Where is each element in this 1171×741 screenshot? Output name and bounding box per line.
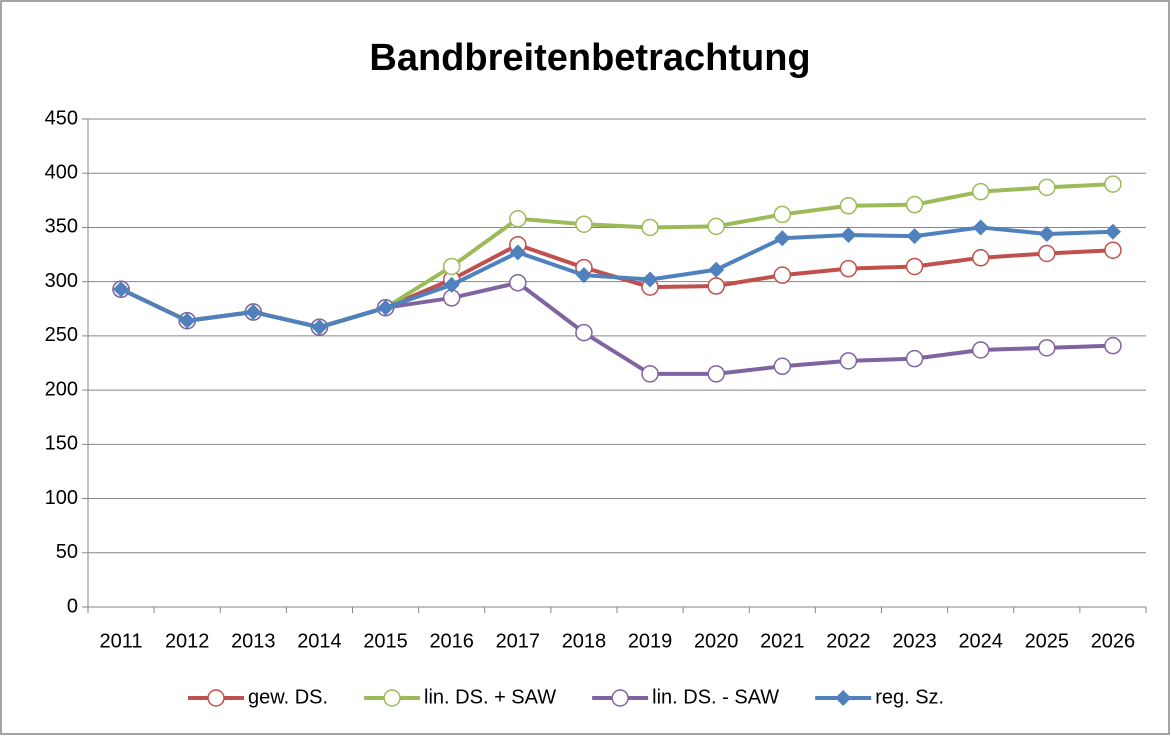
x-tick-label: 2017: [496, 630, 541, 652]
x-tick-label: 2025: [1025, 630, 1070, 652]
y-tick-label: 400: [45, 162, 78, 184]
marker: [839, 197, 858, 215]
marker: [906, 228, 923, 245]
marker: [773, 357, 792, 376]
x-tick-label: 2023: [892, 630, 937, 652]
marker: [773, 266, 792, 284]
x-tick-label: 2020: [694, 630, 739, 652]
marker: [774, 230, 791, 247]
marker: [641, 365, 659, 383]
marker: [1038, 339, 1056, 357]
marker: [971, 182, 990, 201]
y-tick-label: 300: [45, 270, 78, 292]
legend-label: reg. Sz.: [875, 686, 944, 708]
y-tick-label: 100: [45, 487, 78, 509]
x-tick-label: 2022: [826, 630, 871, 652]
marker: [179, 312, 196, 329]
marker: [840, 227, 857, 244]
x-tick-label: 2015: [363, 630, 408, 652]
marker: [1104, 175, 1122, 193]
marker: [972, 219, 989, 236]
marker: [773, 205, 792, 224]
y-tick-label: 150: [45, 433, 78, 455]
x-tick-label: 2013: [231, 630, 276, 652]
marker: [113, 281, 130, 298]
marker: [642, 271, 659, 288]
y-tick-label: 350: [45, 216, 78, 238]
marker: [708, 261, 725, 278]
x-tick-label: 2016: [429, 630, 474, 652]
marker: [442, 257, 461, 276]
marker: [311, 319, 328, 336]
marker: [707, 365, 725, 383]
y-tick-label: 50: [56, 541, 78, 563]
series-line: [120, 225, 1114, 330]
marker: [1038, 178, 1056, 197]
marker: [1104, 223, 1121, 240]
y-tick-label: 200: [45, 378, 78, 400]
legend-label: gew. DS.: [248, 686, 328, 708]
legend-marker: [383, 689, 401, 707]
marker: [509, 244, 526, 261]
legend-label: lin. DS. + SAW: [424, 686, 556, 708]
marker: [1104, 336, 1122, 355]
chart-title: Bandbreitenbetrachtung: [369, 37, 810, 79]
marker: [377, 299, 394, 316]
x-tick-label: 2019: [628, 630, 673, 652]
x-tick-label: 2018: [562, 630, 607, 652]
marker: [1038, 244, 1056, 263]
x-tick-label: 2011: [100, 630, 143, 652]
x-tick-label: 2012: [165, 630, 210, 652]
legend-marker: [835, 690, 852, 706]
marker: [839, 352, 858, 370]
marker: [509, 274, 527, 292]
marker: [509, 210, 527, 228]
marker: [245, 304, 262, 321]
x-tick-label: 2024: [958, 630, 1003, 652]
marker: [1038, 225, 1055, 242]
y-tick-label: 250: [45, 324, 78, 346]
marker: [575, 215, 593, 233]
y-tick-label: 0: [67, 595, 78, 617]
legend-marker: [207, 689, 225, 707]
marker: [575, 323, 593, 342]
x-tick-label: 2014: [297, 630, 342, 652]
legend-marker: [611, 689, 629, 707]
y-tick-label: 450: [45, 107, 78, 129]
marker: [905, 349, 924, 368]
legend-label: lin. DS. - SAW: [652, 686, 779, 708]
marker: [1104, 241, 1122, 259]
marker: [707, 277, 725, 295]
marker: [707, 217, 725, 236]
marker: [443, 276, 460, 293]
marker: [905, 195, 924, 214]
marker: [641, 218, 659, 237]
marker: [971, 341, 990, 359]
marker: [971, 249, 990, 267]
marker: [839, 259, 858, 278]
marker: [905, 257, 924, 276]
x-tick-label: 2026: [1091, 630, 1136, 652]
x-tick-label: 2021: [760, 630, 805, 652]
marker: [575, 267, 592, 284]
